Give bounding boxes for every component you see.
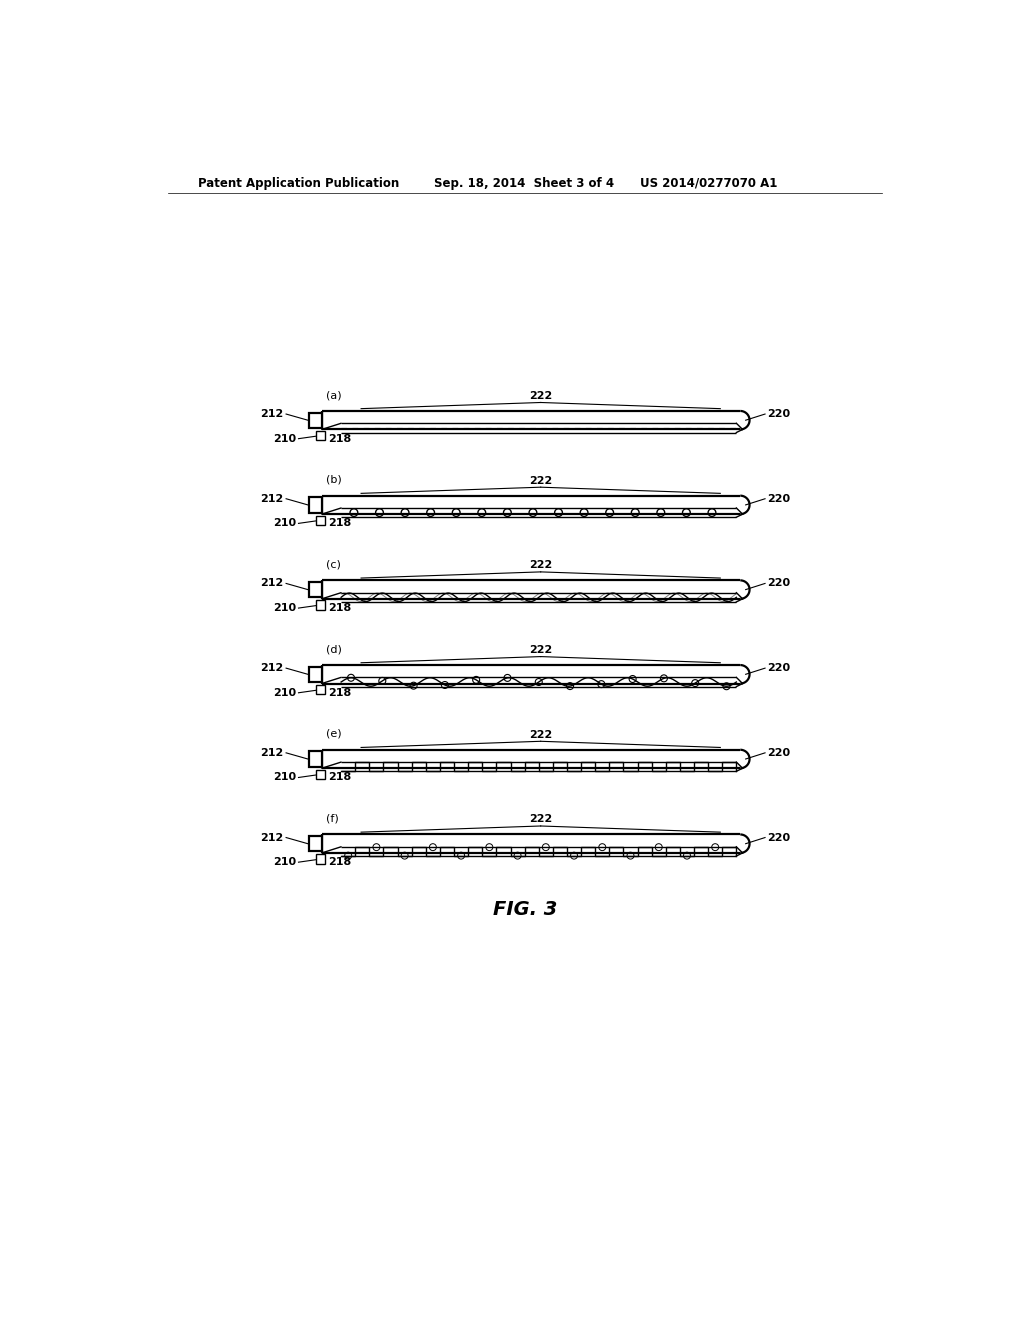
Text: 218: 218 (328, 772, 351, 783)
Text: 220: 220 (767, 409, 791, 418)
Text: (f): (f) (326, 813, 338, 824)
Text: 220: 220 (767, 748, 791, 758)
Text: 212: 212 (260, 748, 284, 758)
Text: 220: 220 (767, 833, 791, 842)
Text: 222: 222 (529, 730, 552, 739)
Text: Sep. 18, 2014  Sheet 3 of 4: Sep. 18, 2014 Sheet 3 of 4 (434, 177, 614, 190)
Bar (315, 770, 325, 779)
Text: FIG. 3: FIG. 3 (493, 900, 557, 919)
Text: 218: 218 (328, 688, 351, 698)
Text: (c): (c) (326, 560, 341, 570)
Text: 218: 218 (328, 519, 351, 528)
Text: Patent Application Publication: Patent Application Publication (198, 177, 399, 190)
Text: (e): (e) (326, 729, 341, 739)
Text: 212: 212 (260, 833, 284, 842)
Bar (315, 685, 325, 694)
Text: (d): (d) (326, 644, 341, 655)
Text: 222: 222 (529, 391, 552, 401)
Text: 210: 210 (273, 519, 296, 528)
Bar (315, 601, 325, 610)
Text: 220: 220 (767, 578, 791, 589)
Text: 210: 210 (273, 772, 296, 783)
Bar (309, 582, 322, 598)
Text: 222: 222 (529, 561, 552, 570)
Text: 220: 220 (767, 494, 791, 504)
Text: US 2014/0277070 A1: US 2014/0277070 A1 (640, 177, 777, 190)
Text: 220: 220 (767, 663, 791, 673)
Bar (309, 751, 322, 767)
Text: 212: 212 (260, 494, 284, 504)
Text: 222: 222 (529, 814, 552, 825)
Text: 210: 210 (273, 688, 296, 698)
Text: 222: 222 (529, 645, 552, 655)
Text: (a): (a) (326, 391, 341, 400)
Text: 212: 212 (260, 663, 284, 673)
Bar (309, 498, 322, 512)
Text: 212: 212 (260, 409, 284, 418)
Text: 210: 210 (273, 434, 296, 444)
Text: 218: 218 (328, 857, 351, 867)
Text: 218: 218 (328, 434, 351, 444)
Text: 210: 210 (273, 857, 296, 867)
Text: 210: 210 (273, 603, 296, 612)
Text: 222: 222 (529, 475, 552, 486)
Text: (b): (b) (326, 475, 341, 484)
Text: 212: 212 (260, 578, 284, 589)
Bar (309, 413, 322, 428)
Bar (309, 667, 322, 682)
Bar (315, 854, 325, 863)
Bar (315, 516, 325, 525)
Bar (315, 430, 325, 441)
Bar (309, 836, 322, 851)
Text: 218: 218 (328, 603, 351, 612)
